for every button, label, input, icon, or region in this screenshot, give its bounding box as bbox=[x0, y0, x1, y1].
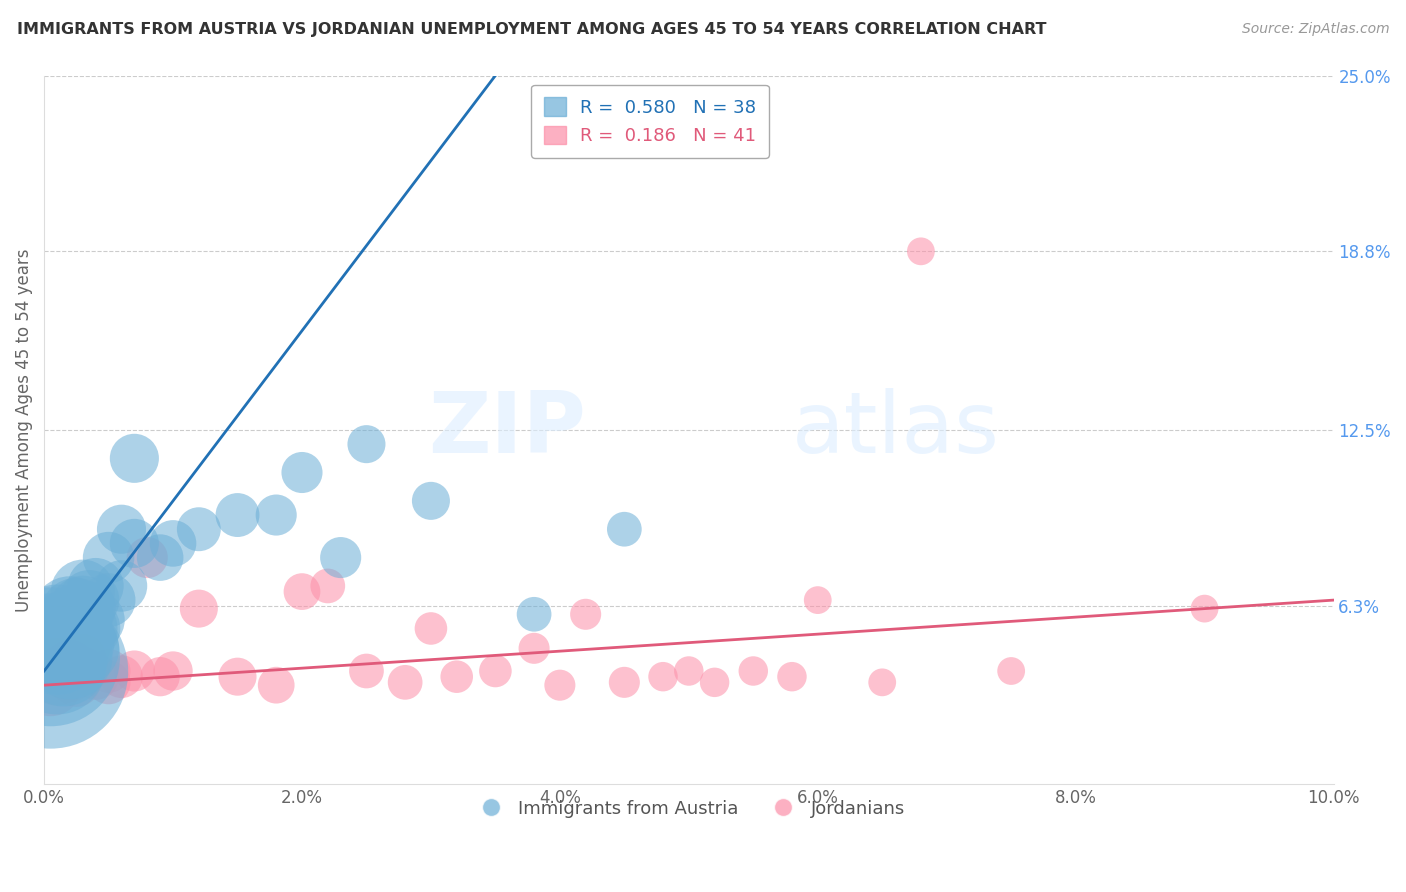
Point bbox=[59, 607, 82, 622]
Point bbox=[59, 622, 82, 636]
Point bbox=[742, 664, 765, 678]
Point bbox=[316, 579, 339, 593]
Text: ZIP: ZIP bbox=[427, 389, 586, 472]
Point bbox=[652, 670, 675, 684]
Point bbox=[72, 601, 94, 615]
Point bbox=[264, 678, 287, 692]
Point bbox=[780, 670, 803, 684]
Legend: Immigrants from Austria, Jordanians: Immigrants from Austria, Jordanians bbox=[465, 793, 912, 825]
Point bbox=[46, 658, 69, 673]
Point bbox=[52, 664, 75, 678]
Point bbox=[77, 593, 100, 607]
Point bbox=[65, 635, 87, 649]
Point bbox=[548, 678, 571, 692]
Point bbox=[678, 664, 700, 678]
Point bbox=[1194, 601, 1216, 615]
Point bbox=[52, 656, 75, 670]
Point bbox=[39, 664, 62, 678]
Point bbox=[124, 664, 146, 678]
Point bbox=[575, 607, 598, 622]
Point bbox=[1000, 664, 1022, 678]
Text: atlas: atlas bbox=[792, 389, 1000, 472]
Point bbox=[291, 466, 314, 480]
Point bbox=[356, 437, 378, 451]
Point bbox=[613, 675, 636, 690]
Point bbox=[613, 522, 636, 536]
Y-axis label: Unemployment Among Ages 45 to 54 years: Unemployment Among Ages 45 to 54 years bbox=[15, 248, 32, 612]
Point bbox=[77, 622, 100, 636]
Point bbox=[59, 670, 82, 684]
Point bbox=[65, 675, 87, 690]
Point bbox=[149, 550, 172, 565]
Point bbox=[329, 550, 352, 565]
Point bbox=[39, 649, 62, 664]
Point bbox=[394, 675, 416, 690]
Point bbox=[46, 641, 69, 656]
Point bbox=[110, 579, 132, 593]
Point bbox=[97, 593, 120, 607]
Point bbox=[419, 494, 441, 508]
Point bbox=[162, 536, 184, 550]
Point bbox=[136, 550, 159, 565]
Point bbox=[52, 630, 75, 644]
Point bbox=[97, 550, 120, 565]
Point bbox=[226, 508, 249, 522]
Point bbox=[110, 522, 132, 536]
Point bbox=[870, 675, 893, 690]
Point bbox=[149, 670, 172, 684]
Point bbox=[84, 579, 107, 593]
Point bbox=[97, 664, 120, 678]
Point bbox=[59, 658, 82, 673]
Point bbox=[807, 593, 830, 607]
Point bbox=[124, 536, 146, 550]
Point bbox=[72, 664, 94, 678]
Point bbox=[187, 522, 209, 536]
Point bbox=[59, 649, 82, 664]
Point bbox=[484, 664, 506, 678]
Point bbox=[523, 607, 546, 622]
Point bbox=[264, 508, 287, 522]
Point bbox=[124, 451, 146, 466]
Point bbox=[39, 678, 62, 692]
Point bbox=[187, 601, 209, 615]
Point bbox=[97, 675, 120, 690]
Point bbox=[72, 641, 94, 656]
Point bbox=[65, 607, 87, 622]
Point bbox=[46, 670, 69, 684]
Point bbox=[84, 613, 107, 627]
Point bbox=[72, 649, 94, 664]
Point bbox=[446, 670, 468, 684]
Point bbox=[523, 641, 546, 656]
Text: Source: ZipAtlas.com: Source: ZipAtlas.com bbox=[1241, 22, 1389, 37]
Point bbox=[72, 622, 94, 636]
Point bbox=[59, 635, 82, 649]
Text: IMMIGRANTS FROM AUSTRIA VS JORDANIAN UNEMPLOYMENT AMONG AGES 45 TO 54 YEARS CORR: IMMIGRANTS FROM AUSTRIA VS JORDANIAN UNE… bbox=[17, 22, 1046, 37]
Point bbox=[110, 670, 132, 684]
Point bbox=[291, 584, 314, 599]
Point bbox=[226, 670, 249, 684]
Point bbox=[910, 244, 932, 259]
Point bbox=[46, 622, 69, 636]
Point bbox=[356, 664, 378, 678]
Point bbox=[72, 584, 94, 599]
Point bbox=[46, 658, 69, 673]
Point bbox=[703, 675, 725, 690]
Point bbox=[162, 664, 184, 678]
Point bbox=[84, 670, 107, 684]
Point bbox=[419, 622, 441, 636]
